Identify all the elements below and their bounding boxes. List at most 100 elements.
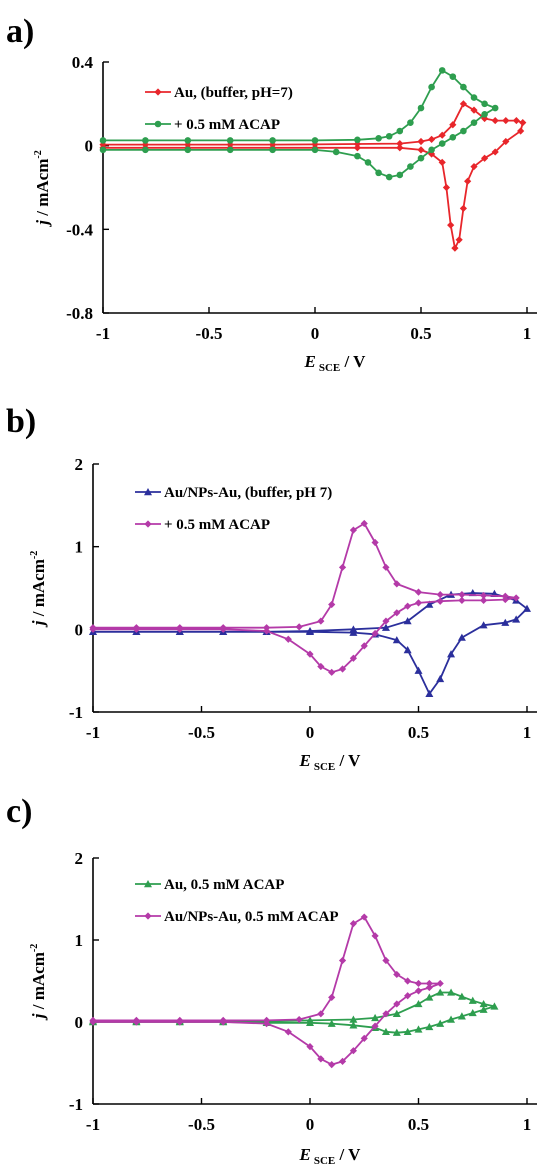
x-axis-title-symbol: E xyxy=(304,352,316,371)
data-point xyxy=(338,563,347,571)
data-point xyxy=(449,73,457,80)
data-point xyxy=(447,650,456,658)
data-point xyxy=(371,1022,379,1030)
data-point xyxy=(481,100,488,108)
data-point xyxy=(425,983,433,992)
data-point xyxy=(354,152,361,160)
y-axis-title: j / mAcm-2 xyxy=(29,944,48,1021)
data-point xyxy=(438,67,446,74)
x-tick-label: 0 xyxy=(306,1115,315,1134)
data-point xyxy=(501,595,509,604)
series-0 xyxy=(89,988,499,1036)
data-point xyxy=(414,588,423,596)
data-point xyxy=(349,526,357,534)
legend-marker xyxy=(144,488,152,496)
data-point xyxy=(436,674,445,683)
y-axis-title-sup: -2 xyxy=(29,551,40,559)
y-axis-title-symbol: j xyxy=(29,620,48,628)
data-point xyxy=(306,650,314,658)
data-point xyxy=(470,94,478,101)
x-tick-label: 0.5 xyxy=(408,1115,429,1134)
data-point xyxy=(438,131,446,139)
data-point xyxy=(371,538,379,547)
data-point xyxy=(523,604,531,612)
data-point xyxy=(184,146,192,154)
x-axis-title-sub: SCE xyxy=(319,362,340,374)
legend-marker xyxy=(154,88,162,96)
data-point xyxy=(480,596,488,604)
data-point xyxy=(364,159,372,166)
data-point xyxy=(436,979,444,988)
data-point xyxy=(447,221,455,229)
legend-label: Au/NPs-Au, (buffer, pH 7) xyxy=(164,485,332,501)
data-point xyxy=(436,1019,445,1027)
data-point xyxy=(360,1034,368,1042)
y-axis-title: j / mAcm-2 xyxy=(29,551,48,628)
data-point xyxy=(457,633,466,641)
data-point xyxy=(219,1018,227,1026)
series-line xyxy=(93,522,517,674)
data-point xyxy=(354,136,361,144)
x-tick-label: 0.5 xyxy=(410,324,431,343)
series-0 xyxy=(89,588,531,698)
data-point xyxy=(396,171,404,179)
data-point xyxy=(428,150,436,158)
data-point xyxy=(417,154,425,162)
data-point xyxy=(459,100,467,108)
x-axis-title-sub: SCE xyxy=(314,1155,335,1167)
legend-marker xyxy=(154,120,162,128)
data-point xyxy=(269,137,276,144)
data-point xyxy=(338,956,347,965)
data-point xyxy=(425,979,433,988)
data-point xyxy=(393,580,401,588)
data-point xyxy=(403,646,412,654)
data-point xyxy=(382,1010,390,1018)
data-point xyxy=(517,127,525,135)
data-point xyxy=(438,158,446,166)
data-point xyxy=(447,1015,456,1023)
data-point xyxy=(311,146,319,154)
data-point xyxy=(360,642,368,650)
data-point xyxy=(468,996,477,1004)
legend-marker xyxy=(144,880,152,888)
data-point xyxy=(417,137,425,146)
series-1 xyxy=(99,67,499,181)
data-point xyxy=(89,625,97,633)
y-tick-label: 0.4 xyxy=(72,53,94,72)
data-point xyxy=(353,144,361,152)
x-tick-label: 0 xyxy=(311,324,320,343)
x-axis-title: E SCE / V xyxy=(299,751,362,773)
x-tick-label: 0.5 xyxy=(408,723,429,742)
data-point xyxy=(393,970,401,979)
x-tick-label: -0.5 xyxy=(188,1115,215,1134)
data-point xyxy=(284,635,292,643)
data-point xyxy=(436,591,444,599)
data-point xyxy=(404,977,412,985)
data-point xyxy=(332,148,340,156)
data-point xyxy=(382,617,390,625)
x-tick-label: 1 xyxy=(523,1115,532,1134)
data-point xyxy=(447,988,456,996)
data-point xyxy=(414,666,423,674)
data-point xyxy=(99,137,107,144)
data-point xyxy=(428,146,435,154)
data-point xyxy=(295,623,303,631)
data-point xyxy=(436,988,445,996)
y-axis-title-unit: / mAcm xyxy=(29,952,48,1013)
x-tick-label: -0.5 xyxy=(196,324,223,343)
y-tick-label: 2 xyxy=(75,455,84,474)
data-point xyxy=(414,1025,423,1033)
data-point xyxy=(353,140,361,148)
y-tick-label: 0 xyxy=(75,620,84,639)
data-point xyxy=(442,183,451,192)
data-point xyxy=(392,1009,401,1017)
data-point xyxy=(407,119,414,126)
series-line xyxy=(93,991,496,1034)
data-point xyxy=(396,144,404,152)
data-point xyxy=(414,599,423,607)
data-point xyxy=(226,137,234,144)
x-axis-title-unit: / V xyxy=(340,352,366,371)
data-point xyxy=(481,154,489,162)
y-tick-label: 0 xyxy=(75,1013,84,1032)
y-tick-label: -0.4 xyxy=(66,220,93,239)
